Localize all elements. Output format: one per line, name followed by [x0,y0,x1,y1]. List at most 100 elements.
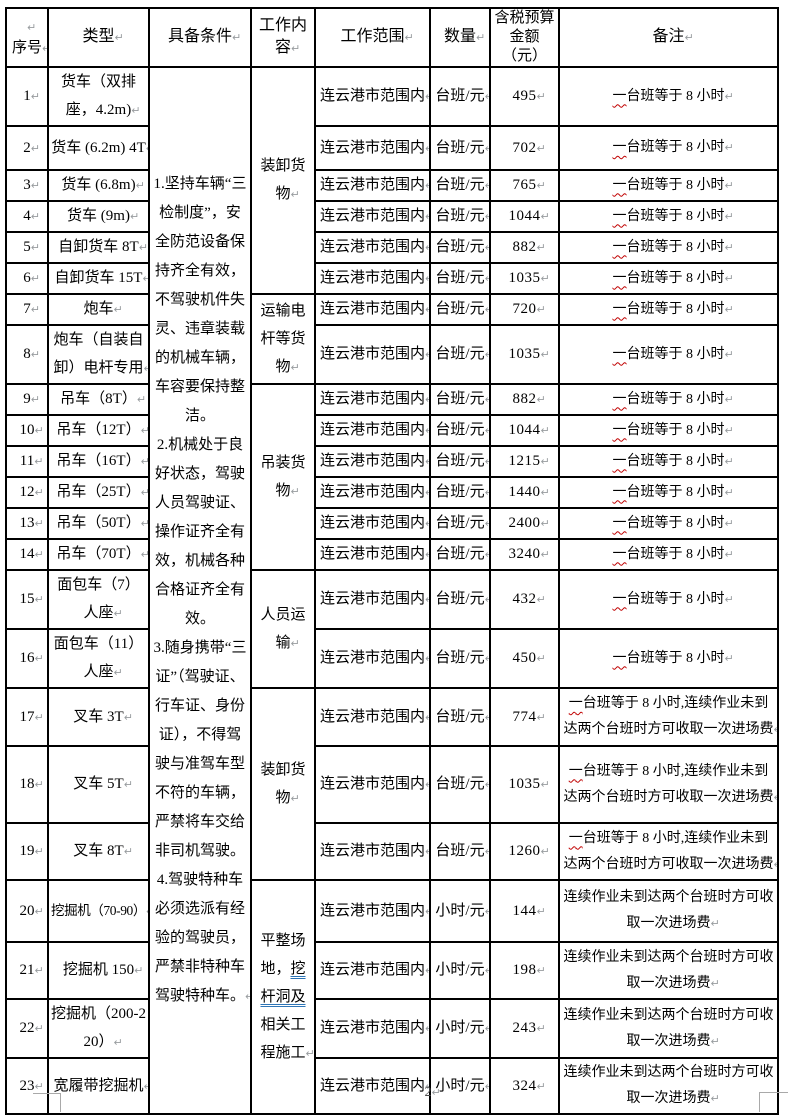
work-scope: 连云港市范围内 [319,301,425,317]
work-scope: 连云港市范围内 [319,515,425,531]
quantity-unit: 小时/元 [435,1077,485,1094]
cell-quantity: 台班/元↵ [429,383,491,416]
cell-serial: 8↵ [5,324,49,385]
col-header-remark: 备注↵ [558,7,779,68]
cell-quantity: 台班/元↵ [429,125,491,171]
remark-lead: 一 [612,515,627,531]
cell-type: 挖掘机（200-220）↵ [47,998,150,1059]
cell-serial: 5↵ [5,231,49,264]
cell-type: 挖掘机 150↵ [47,941,150,1000]
cell-type: 面包车（7）人座↵ [47,569,150,630]
cell-remark: 一台班等于 8 小时,连续作业未到达两个台班时方可收取一次进场费↵ [558,822,779,881]
cell-quantity: 台班/元↵ [429,822,491,881]
cell-quantity: 台班/元↵ [429,262,491,295]
cell-work-content: 装卸货物↵ [250,687,316,881]
quantity-unit: 台班/元 [435,484,485,500]
cell-remark: 一台班等于 8 小时↵ [558,538,779,571]
budget-amount: 198 [512,962,537,978]
vehicle-type: 宽履带挖掘机 [53,1077,144,1094]
cell-type: 炮车↵ [47,293,150,326]
cell-type: 吊车（50T）↵ [47,507,150,540]
quantity-unit: 台班/元 [435,270,485,286]
cell-amount: 702↵ [489,125,560,171]
cell-amount: 324↵ [489,1057,560,1115]
crop-mark-bottom-left [33,1093,61,1112]
cell-amount: 1044↵ [489,414,560,447]
cell-type: 炮车（自装自卸）电杆专用↵ [47,324,150,385]
cell-quantity: 小时/元↵ [429,941,491,1000]
cell-amount: 450↵ [489,628,560,689]
cell-remark: 连续作业未到达两个台班时方可收取一次进场费↵ [558,998,779,1059]
quantity-unit: 台班/元 [435,301,485,317]
cell-remark: 一台班等于 8 小时↵ [558,262,779,295]
cell-quantity: 台班/元↵ [429,231,491,264]
vehicle-type: 炮车 [83,301,114,317]
cell-type: 叉车 8T↵ [47,822,150,881]
serial-number: 12 [19,484,35,500]
work-content: 人员运输 [260,606,306,651]
work-scope: 连云港市范围内 [319,650,425,666]
cell-quantity: 台班/元↵ [429,414,491,447]
remark-text: 台班等于 8 小时,连续作业未到达两个台班时方可收取一次进场费 [563,696,774,737]
cell-type: 吊车（12T）↵ [47,414,150,447]
vehicle-type: 货车 (6.8m) [61,177,136,193]
serial-number: 7 [23,301,31,317]
cell-amount: 432↵ [489,569,560,630]
col-header-amount: 含税预算 金额（元） [489,7,560,68]
cell-work-scope: 连云港市范围内↵ [314,169,431,202]
remark-text: 台班等于 8 小时 [626,270,725,286]
remark-text: 台班等于 8 小时 [626,391,725,407]
serial-number: 3 [23,177,31,193]
quantity-unit: 台班/元 [435,139,485,156]
cell-work-scope: 连云港市范围内↵ [314,687,431,747]
table-row: 11↵ 吊车（16T）↵ 连云港市范围内↵ 台班/元↵ 1215↵ 一台班等于 … [5,445,779,478]
cell-type: 吊车（8T）↵ [47,383,150,416]
cell-type: 叉车 5T↵ [47,745,150,824]
quantity-unit: 小时/元 [435,902,485,919]
work-scope: 连云港市范围内 [319,843,425,859]
budget-amount: 1215 [508,453,541,469]
cell-work-scope: 连云港市范围内↵ [314,125,431,171]
cell-serial: 9↵ [5,383,49,416]
col-header-type: 类型↵ [47,7,150,68]
cell-work-scope: 连云港市范围内↵ [314,507,431,540]
cell-remark: 一台班等于 8 小时↵ [558,324,779,385]
quantity-unit: 台班/元 [435,208,485,224]
vehicle-type: 自卸货车 15T [54,270,143,286]
cell-work-content: 吊装货物↵ [250,383,316,571]
quantity-unit: 台班/元 [435,422,485,438]
work-content: 平整场地， [260,932,306,977]
cell-quantity: 台班/元↵ [429,324,491,385]
cell-serial: 4↵ [5,200,49,233]
budget-amount: 1260 [508,843,541,859]
budget-amount: 882 [512,391,537,407]
vehicle-type: 吊车（50T） [56,515,141,531]
remark-lead: 一 [612,239,627,255]
label: 具备条件 [167,28,232,45]
vehicle-type: 挖掘机 150 [62,962,135,978]
remark-text: 台班等于 8 小时,连续作业未到达两个台班时方可收取一次进场费 [563,763,774,805]
serial-number: 4 [23,208,31,224]
cell-amount: 1035↵ [489,745,560,824]
serial-number: 2 [23,139,31,156]
cell-work-scope: 连云港市范围内↵ [314,476,431,509]
cell-remark: 一台班等于 8 小时↵ [558,507,779,540]
remark-lead: 一 [612,422,627,438]
cell-type: 吊车（16T）↵ [47,445,150,478]
table-row: 17↵ 叉车 3T↵ 装卸货物↵ 连云港市范围内↵ 台班/元↵ 774↵ 一台班… [5,687,779,881]
cell-quantity: 台班/元↵ [429,507,491,540]
remark-text: 连续作业未到达两个台班时方可收取一次进场费 [563,949,774,991]
page-number-value: 2 [424,1085,432,1100]
budget-amount: 1440 [508,484,541,500]
cell-type: 吊车（25T）↵ [47,476,150,509]
remark-lead: 一 [612,484,627,500]
cell-quantity: 台班/元↵ [429,476,491,509]
cell-work-scope: 连云港市范围内↵ [314,293,431,326]
vehicle-type: 叉车 5T [73,776,124,792]
cell-quantity: 小时/元↵ [429,998,491,1059]
quantity-unit: 台班/元 [435,177,485,193]
label: 序号 [11,39,42,56]
remark-text: 台班等于 8 小时 [626,88,725,104]
quantity-unit: 小时/元 [435,1020,485,1036]
remark-text: 台班等于 8 小时 [626,453,725,469]
